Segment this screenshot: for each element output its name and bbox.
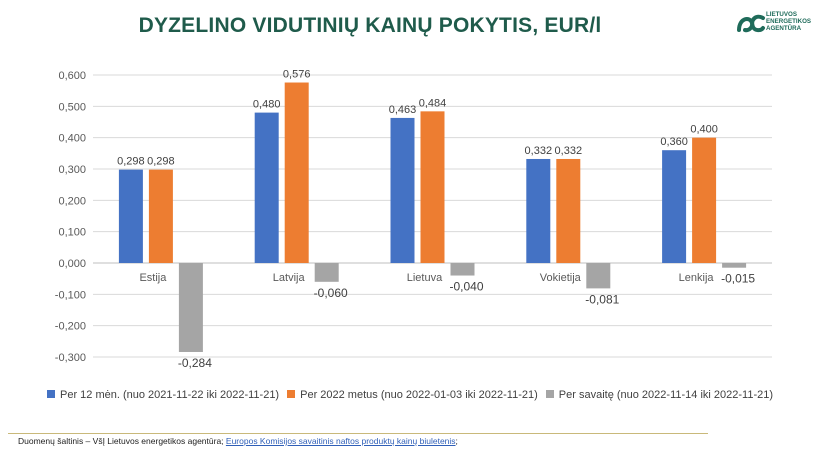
legend-swatch (287, 390, 296, 398)
bar (420, 111, 445, 263)
legend-label: Per 2022 metus (nuo 2022-01-03 iki 2022-… (300, 389, 538, 401)
data-label: 0,484 (419, 97, 447, 109)
logo-text: LIETUVOS ENERGETIKOS AGENTŪRA (766, 11, 811, 32)
data-label: -0,081 (585, 292, 619, 306)
data-label: 0,298 (147, 156, 175, 168)
y-tick-label: 0,100 (58, 227, 86, 239)
source-link[interactable]: Europos Komisijos savaitinis naftos prod… (225, 436, 456, 446)
y-tick-label: 0,500 (58, 101, 86, 113)
legend-swatch (545, 390, 554, 398)
data-label: 0,576 (283, 69, 311, 81)
y-tick-label: -0,200 (55, 321, 86, 333)
legend-label: Per savaitę (nuo 2022-11-14 iki 2022-11-… (558, 389, 774, 401)
data-label: -0,060 (314, 286, 348, 300)
bar (662, 150, 687, 263)
bar (390, 117, 415, 263)
y-tick-label: 0,200 (58, 195, 86, 207)
data-label: 0,400 (690, 124, 718, 136)
agency-logo: LIETUVOS ENERGETIKOS AGENTŪRA (736, 10, 820, 42)
chart-legend: Per 12 mėn. (nuo 2021-11-22 iki 2022-11-… (0, 389, 820, 401)
bar (556, 158, 581, 263)
source-note: Duomenų šaltinis – VšĮ Lietuvos energeti… (18, 436, 458, 446)
data-label: -0,284 (178, 356, 212, 370)
chart-title: DYZELINO VIDUTINIŲ KAINŲ POKYTIS, EUR/l (138, 14, 602, 37)
y-tick-label: -0,300 (55, 352, 86, 364)
data-label: -0,040 (449, 280, 483, 294)
logo-line-1: LIETUVOS (766, 11, 797, 18)
data-label: 0,298 (117, 156, 145, 168)
data-label: -0,015 (721, 272, 755, 286)
bar (148, 169, 173, 263)
legend-item: Per 12 mėn. (nuo 2021-11-22 iki 2022-11-… (46, 389, 280, 401)
bar (284, 82, 309, 264)
y-tick-label: 0,400 (58, 133, 86, 145)
y-tick-label: -0,100 (55, 289, 86, 301)
legend-item: Per savaitę (nuo 2022-11-14 iki 2022-11-… (545, 389, 774, 401)
source-prefix: Duomenų šaltinis – VšĮ Lietuvos energeti… (18, 436, 226, 446)
y-tick-label: 0,000 (58, 258, 86, 270)
data-label: 0,332 (555, 145, 583, 157)
logo-line-2: ENERGETIKOS (766, 18, 812, 25)
logo-line-3: AGENTŪRA (766, 25, 802, 32)
data-label: 0,360 (660, 136, 688, 148)
bar (314, 263, 339, 282)
bar (722, 263, 747, 268)
data-label: 0,463 (389, 104, 417, 116)
bar (450, 263, 475, 276)
bar (178, 263, 203, 352)
bar (692, 137, 717, 263)
legend-item: Per 2022 metus (nuo 2022-01-03 iki 2022-… (287, 389, 538, 401)
category-label: Lietuva (407, 272, 443, 284)
source-suffix: ; (455, 436, 458, 446)
category-label: Latvija (273, 272, 306, 284)
logo-mark-icon (737, 14, 765, 33)
bar (586, 263, 611, 289)
category-label: Estija (139, 272, 167, 284)
legend-swatch (46, 390, 55, 398)
category-label: Vokietija (540, 272, 582, 284)
y-tick-label: 0,600 (58, 70, 86, 82)
data-label: 0,480 (253, 99, 281, 111)
bar (526, 158, 551, 263)
bar (254, 112, 279, 263)
category-label: Lenkija (679, 272, 715, 284)
footer-divider (8, 433, 708, 434)
data-label: 0,332 (525, 145, 553, 157)
bar (118, 169, 143, 263)
legend-label: Per 12 mėn. (nuo 2021-11-22 iki 2022-11-… (59, 389, 280, 401)
y-tick-label: 0,300 (58, 164, 86, 176)
